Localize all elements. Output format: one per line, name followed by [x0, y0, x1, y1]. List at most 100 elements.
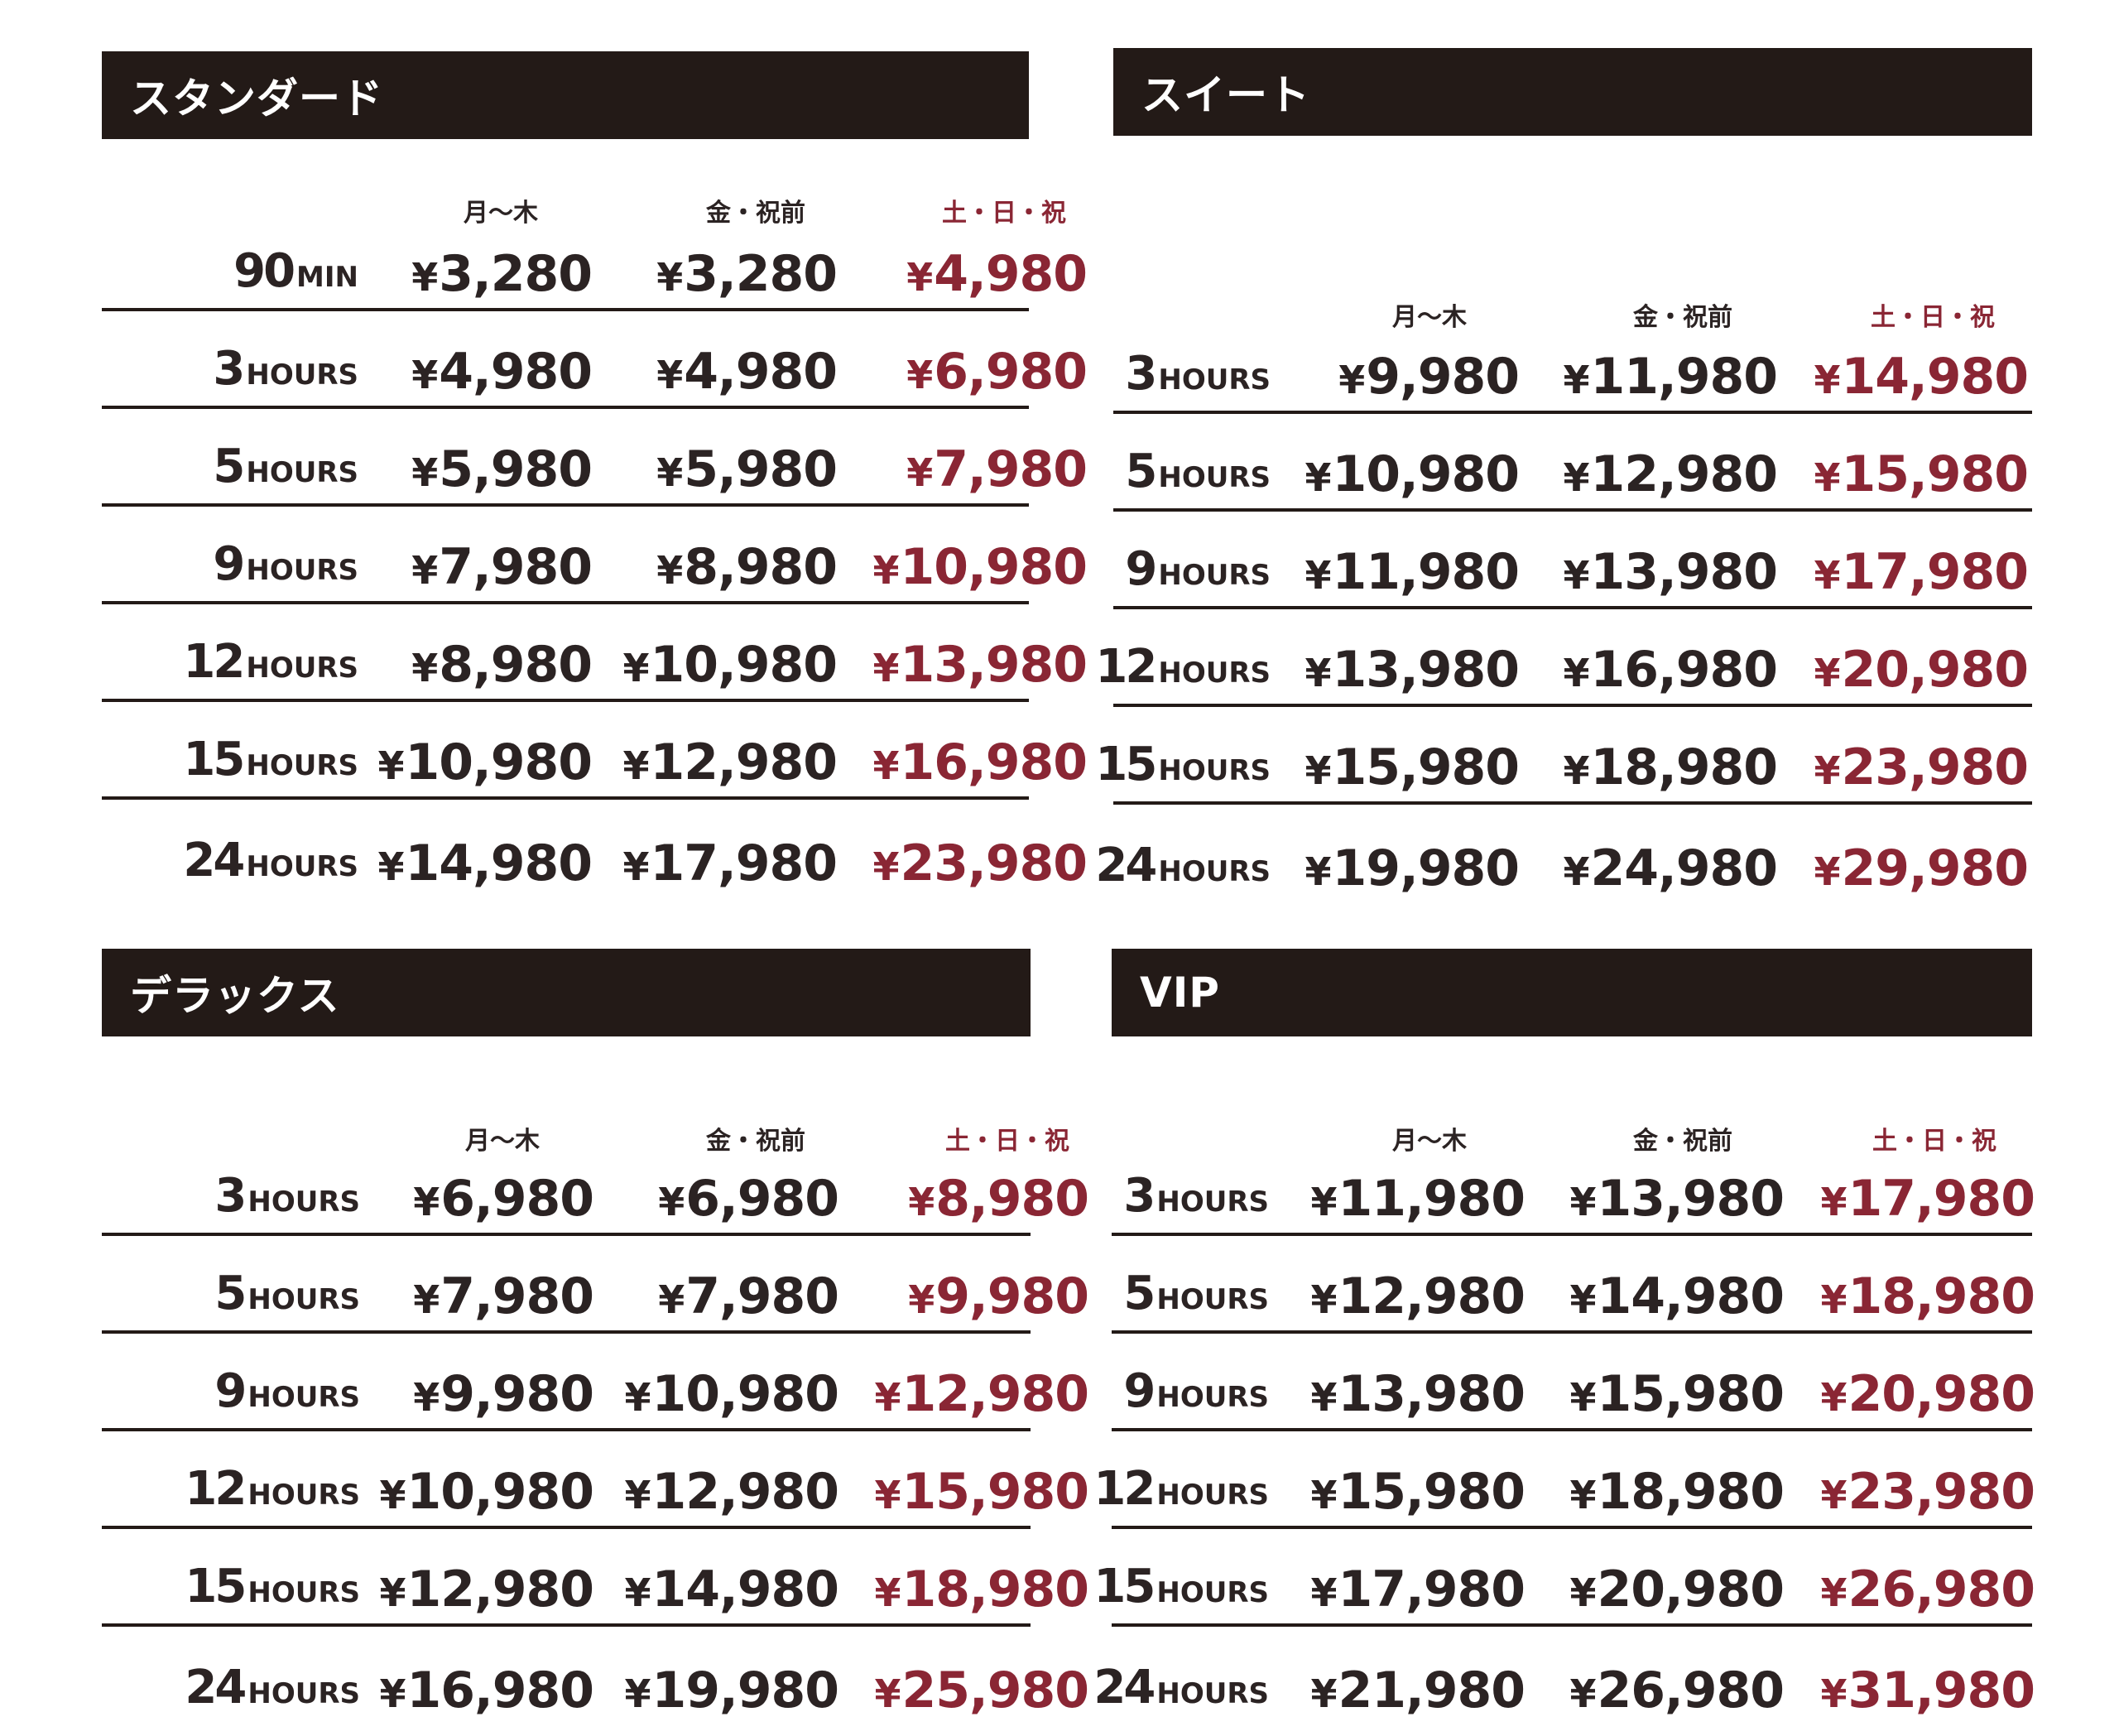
table-row: 15 HOURS ¥17,980 ¥20,980 ¥26,980 — [1093, 1529, 2035, 1627]
yen-symbol: ¥ — [1820, 1180, 1847, 1224]
table-row: 5 HOURS ¥10,980 ¥12,980 ¥15,980 — [1113, 414, 2032, 512]
price-cell-weekend: ¥9,980 — [908, 1267, 1089, 1325]
price-value: 31,980 — [1848, 1661, 2035, 1719]
price-value: 14,980 — [1597, 1267, 1785, 1325]
price-cell-weekday: ¥13,980 — [1310, 1365, 1526, 1423]
price-value: 3,280 — [684, 245, 838, 303]
price-cell-weekend: ¥23,980 — [1814, 738, 2029, 796]
yen-symbol: ¥ — [1820, 1277, 1847, 1322]
price-panel-vip: VIP 月～木 金・祝前 土・日・祝 3 HOURS ¥11,980 ¥13,980 ¥17,9… — [1093, 949, 2035, 1719]
price-cell-weekend: ¥15,980 — [1814, 445, 2029, 503]
yen-symbol: ¥ — [906, 450, 933, 495]
price-cell-friday: ¥12,980 — [1563, 445, 1778, 503]
price-value: 23,980 — [900, 834, 1088, 892]
price-value: 5,980 — [439, 440, 593, 498]
duration-number: 3 — [1125, 347, 1157, 401]
price-cell-weekend: ¥17,980 — [1814, 543, 2029, 601]
price-cell-weekend: ¥23,980 — [872, 834, 1088, 892]
yen-symbol: ¥ — [1310, 1671, 1337, 1716]
price-cell-friday: ¥13,980 — [1563, 543, 1778, 601]
price-value: 26,980 — [1597, 1661, 1785, 1719]
price-value: 10,980 — [900, 538, 1088, 596]
price-value: 10,980 — [1332, 445, 1520, 503]
price-cell-weekend: ¥16,980 — [872, 733, 1088, 791]
price-panel-standard: スタンダード 月～木 金・祝前 土・日・祝 90 MIN ¥3,280 ¥3,280 ¥4,98… — [102, 51, 1088, 892]
room-type-banner: スタンダード — [102, 51, 1029, 139]
price-cell-friday: ¥14,980 — [624, 1560, 839, 1618]
yen-symbol: ¥ — [1310, 1570, 1337, 1615]
table-row: 3 HOURS ¥11,980 ¥13,980 ¥17,980 — [1112, 1138, 2035, 1236]
duration-unit: HOURS — [1156, 1576, 1269, 1609]
price-value: 11,980 — [1332, 543, 1520, 601]
price-cell-weekday: ¥12,980 — [379, 1560, 594, 1618]
yen-symbol: ¥ — [872, 743, 899, 788]
price-value: 10,980 — [406, 1463, 594, 1521]
yen-symbol: ¥ — [1569, 1671, 1596, 1716]
price-cell-weekday: ¥7,980 — [413, 1267, 594, 1325]
yen-symbol: ¥ — [411, 646, 438, 690]
price-cell-friday: ¥18,980 — [1563, 738, 1778, 796]
yen-symbol: ¥ — [656, 548, 683, 593]
table-row: 24 HOURS ¥19,980 ¥24,980 ¥29,980 — [1095, 805, 2032, 902]
column-header-friday: 金・祝前 — [1633, 303, 1732, 332]
price-value: 11,980 — [1590, 348, 1778, 406]
yen-symbol: ¥ — [622, 844, 649, 889]
room-type-banner: デラックス — [102, 949, 1031, 1036]
duration-label: 24 HOURS — [185, 1661, 360, 1714]
column-header-weekday: 月～木 — [464, 199, 538, 228]
duration-number: 5 — [214, 1267, 247, 1320]
price-cell-friday: ¥4,980 — [656, 343, 838, 401]
price-cell-weekday: ¥6,980 — [413, 1170, 594, 1228]
duration-number: 15 — [1095, 738, 1157, 791]
price-value: 7,980 — [934, 440, 1088, 498]
yen-symbol: ¥ — [872, 548, 899, 593]
price-cell-weekday: ¥10,980 — [377, 733, 593, 791]
yen-symbol: ¥ — [1814, 748, 1840, 793]
price-cell-friday: ¥5,980 — [656, 440, 838, 498]
yen-symbol: ¥ — [624, 1671, 651, 1716]
duration-label: 9 HOURS — [214, 1364, 360, 1418]
column-headers: 月～木 金・祝前 土・日・祝 — [102, 192, 1066, 228]
duration-number: 12 — [185, 1462, 247, 1516]
price-cell-friday: ¥24,980 — [1563, 839, 1778, 897]
yen-symbol: ¥ — [1305, 553, 1331, 598]
duration-label: 24 HOURS — [1093, 1661, 1269, 1714]
yen-symbol: ¥ — [1338, 358, 1365, 402]
price-table: 3 HOURS ¥11,980 ¥13,980 ¥17,980 5 HOURS ¥12,980… — [1093, 1138, 2035, 1724]
duration-unit: HOURS — [246, 358, 358, 392]
yen-symbol: ¥ — [411, 255, 438, 300]
yen-symbol: ¥ — [379, 1570, 406, 1615]
price-value: 18,980 — [1590, 738, 1778, 796]
price-cell-weekend: ¥20,980 — [1814, 641, 2029, 699]
yen-symbol: ¥ — [906, 255, 933, 300]
price-value: 8,980 — [684, 538, 838, 596]
price-panel-deluxe: デラックス 月～木 金・祝前 土・日・祝 3 HOURS ¥6,980 ¥6,980 ¥8,98… — [102, 949, 1089, 1719]
price-cell-friday: ¥18,980 — [1569, 1463, 1785, 1521]
price-value: 14,980 — [405, 834, 593, 892]
duration-unit: HOURS — [1156, 1283, 1269, 1316]
price-cell-weekday: ¥16,980 — [379, 1661, 594, 1719]
price-value: 5,980 — [684, 440, 838, 498]
yen-symbol: ¥ — [656, 450, 683, 495]
price-value: 3,280 — [439, 245, 593, 303]
yen-symbol: ¥ — [379, 1671, 406, 1716]
price-cell-weekday: ¥11,980 — [1310, 1170, 1526, 1228]
yen-symbol: ¥ — [1814, 455, 1840, 500]
yen-symbol: ¥ — [1563, 849, 1589, 894]
duration-unit: HOURS — [1156, 1185, 1269, 1219]
duration-number: 24 — [1095, 839, 1157, 892]
yen-symbol: ¥ — [874, 1570, 901, 1615]
duration-label: 15 HOURS — [1095, 738, 1271, 791]
price-value: 4,980 — [684, 343, 838, 401]
price-cell-weekend: ¥7,980 — [906, 440, 1088, 498]
price-cell-weekday: ¥15,980 — [1310, 1463, 1526, 1521]
duration-unit: HOURS — [247, 1185, 360, 1219]
yen-symbol: ¥ — [411, 450, 438, 495]
duration-unit: HOURS — [1156, 1381, 1269, 1414]
table-row: 15 HOURS ¥12,980 ¥14,980 ¥18,980 — [102, 1529, 1089, 1627]
column-headers: 月～木 金・祝前 土・日・祝 — [102, 1120, 1069, 1156]
price-value: 12,980 — [650, 733, 838, 791]
price-cell-weekday: ¥13,980 — [1305, 641, 1520, 699]
duration-label: 5 HOURS — [214, 1267, 360, 1320]
table-row: 3 HOURS ¥9,980 ¥11,980 ¥14,980 — [1113, 316, 2032, 414]
